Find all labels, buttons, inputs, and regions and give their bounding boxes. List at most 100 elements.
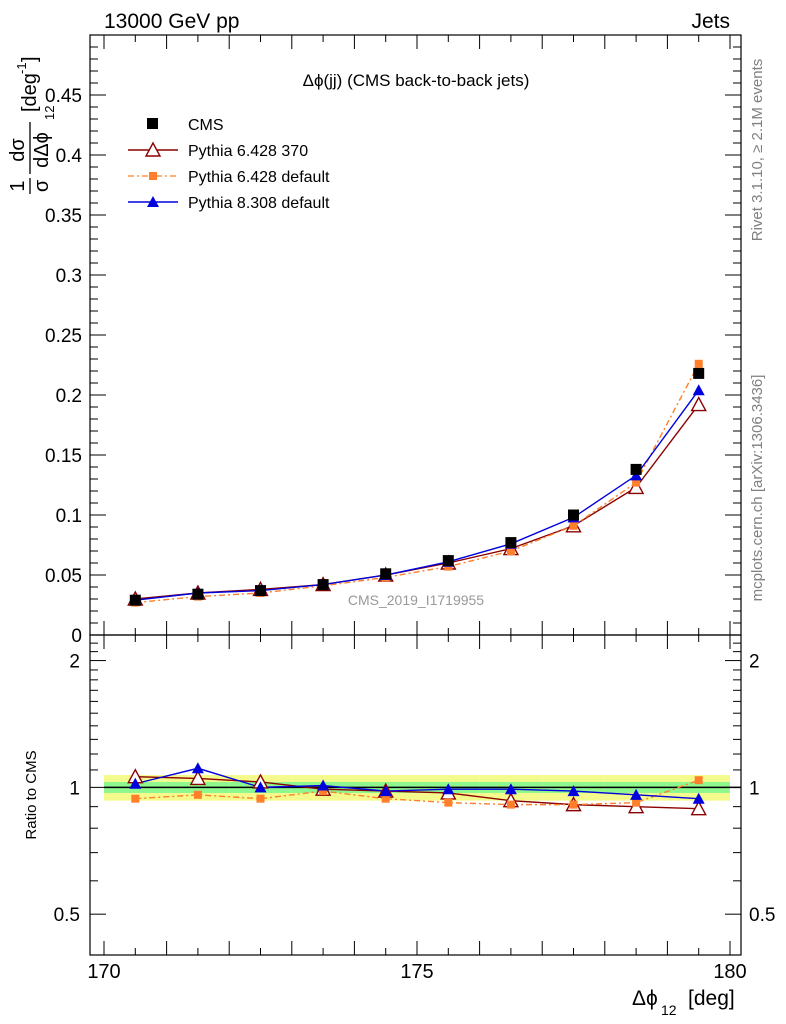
energy-label: 13000 GeV pp: [104, 10, 239, 33]
ratio-point-pythia6_default: [256, 794, 265, 803]
y-label-sub: 12: [42, 106, 57, 120]
main-plot: 0 0.05 0.1 0.15 0.2 0.25 0.3 0.35 0.4 0.45 Δϕ(jj)…: [7, 34, 742, 647]
ratio-point-pythia6_default: [319, 787, 328, 796]
ratio-line-pythia6_370: [135, 776, 699, 810]
y-label-frac-top: dσ: [7, 138, 29, 162]
legend: CMS Pythia 6.428 370 Pythia 6.428 defaul…: [128, 117, 330, 212]
y-tick-label: 0.4: [56, 146, 83, 167]
ratio-line-pythia6_default: [135, 779, 699, 806]
series-line-pythia6_370: [135, 404, 700, 600]
y-label-num: 1: [7, 180, 29, 191]
ratio-y-tick-label: 1: [69, 778, 80, 799]
ratio-y-tick-label: 2: [69, 652, 80, 673]
ratio-point-pythia8_default: [254, 781, 267, 793]
y-tick-label: 0.35: [45, 206, 82, 227]
main-series: [127, 359, 707, 607]
y-axis-label: 1 σ dσ dΔϕ 12 [deg -1 ]: [7, 56, 57, 194]
legend-item-pythia6-370: Pythia 6.428 370: [128, 141, 308, 160]
ratio-y-tick-label: 0.5: [54, 905, 80, 926]
x-tick-label: 180: [713, 961, 746, 983]
ratio-point-pythia8_default: [567, 785, 580, 797]
x-label-main: Δϕ: [632, 987, 658, 1010]
data-point-pythia6_370: [690, 396, 707, 412]
series-line-pythia6_default: [135, 363, 700, 604]
ratio-point-pythia8_default: [630, 788, 643, 800]
rivet-label: Rivet 3.1.10, ≥ 2.1M events: [749, 59, 766, 242]
y-tick-label: 0.25: [45, 326, 82, 347]
ratio-point-pythia6_default: [444, 798, 453, 807]
data-point-cms: [442, 555, 454, 567]
y-label-unit: [deg: [19, 73, 41, 112]
data-point-cms: [317, 579, 329, 591]
data-point-pythia6_default: [569, 521, 578, 530]
data-point-cms: [129, 594, 141, 606]
ratio-point-pythia6_370: [690, 800, 707, 816]
legend-item-cms: CMS: [147, 117, 224, 134]
ratio-point-pythia6_default: [694, 776, 703, 785]
ratio-point-pythia6_default: [569, 800, 578, 809]
data-point-cms: [380, 568, 392, 580]
data-point-cms: [255, 585, 266, 597]
y-tick-label: 0.05: [45, 566, 82, 587]
x-tick-label: 175: [400, 961, 433, 983]
legend-label-pythia6-370: Pythia 6.428 370: [188, 143, 308, 160]
x-tick-label: 170: [87, 961, 120, 983]
main-y-axis: 0 0.05 0.1 0.15 0.2 0.25 0.3 0.35 0.4 0.45: [45, 34, 741, 647]
ratio-point-pythia6_370: [189, 769, 207, 786]
y-tick-label: 0.1: [56, 506, 82, 527]
ratio-point-pythia8_default: [379, 785, 392, 797]
data-point-cms: [192, 588, 204, 600]
ratio-y-tick-label-right: 1: [749, 778, 760, 799]
ratio-point-pythia8_default: [317, 779, 330, 791]
legend-label-pythia8-default: Pythia 8.308 default: [188, 195, 330, 212]
legend-marker-pythia6-default: [149, 172, 157, 180]
y-tick-label: 0.2: [56, 386, 82, 407]
mcplots-label: mcplots.cern.ch [arXiv:1306.3436]: [749, 375, 766, 602]
ratio-plot-frame: [89, 634, 742, 956]
data-point-cms: [630, 463, 642, 475]
data-point-pythia6_default: [694, 359, 703, 368]
data-point-pythia6_default: [506, 547, 515, 555]
process-label: Jets: [691, 10, 730, 33]
ratio-line-pythia8_default: [135, 767, 699, 800]
data-point-pythia8_default: [692, 384, 705, 396]
ratio-point-pythia8_default: [129, 777, 142, 789]
y-label-den: σ: [31, 179, 53, 192]
ratio-series: [127, 762, 707, 816]
y-label-unit-close: ]: [19, 56, 41, 62]
ratio-y-axis: 0.5 0.5 1 1 2 2: [54, 634, 775, 956]
y-label-unit-sup: -1: [14, 62, 29, 74]
x-axis: 170 175 180: [87, 35, 747, 983]
series-line-pythia8_default: [135, 389, 700, 601]
watermark: CMS_2019_I1719955: [348, 592, 484, 608]
legend-marker-pythia6-370: [144, 141, 162, 157]
x-label-unit: [deg]: [688, 987, 735, 1010]
ratio-point-pythia6_default: [381, 794, 390, 803]
data-point-pythia6_370: [627, 478, 645, 495]
ratio-point-pythia6_default: [632, 798, 641, 807]
y-tick-label: 0.15: [45, 446, 82, 467]
ratio-point-pythia6_default: [193, 790, 202, 799]
data-point-cms: [568, 509, 579, 521]
legend-marker-cms: [147, 118, 158, 129]
legend-label-pythia6-default: Pythia 6.428 default: [188, 169, 330, 186]
ratio-plot: 0.5 0.5 1 1 2 2 Ratio to CMS: [23, 634, 775, 956]
legend-label-cms: CMS: [188, 117, 224, 134]
ratio-point-pythia8_default: [442, 783, 455, 795]
ratio-point-pythia8_default: [692, 792, 705, 804]
ratio-point-pythia8_default: [191, 762, 204, 774]
y-tick-label: 0: [71, 626, 82, 647]
plot-title: Δϕ(jj) (CMS back-to-back jets): [303, 71, 530, 90]
data-point-cms: [505, 537, 517, 549]
y-tick-label: 0.3: [56, 266, 82, 287]
x-axis-label: Δϕ 12 [deg]: [632, 987, 735, 1018]
ratio-y-tick-label-right: 2: [749, 652, 760, 673]
ratio-y-tick-label-right: 0.5: [749, 905, 775, 926]
ratio-point-pythia6_default: [131, 794, 140, 803]
ratio-point-pythia8_default: [504, 783, 517, 795]
x-label-sub: 12: [661, 1002, 677, 1018]
legend-marker-pythia8-default: [147, 196, 159, 207]
y-tick-label: 0.45: [45, 86, 82, 107]
ratio-point-pythia6_default: [506, 800, 515, 809]
